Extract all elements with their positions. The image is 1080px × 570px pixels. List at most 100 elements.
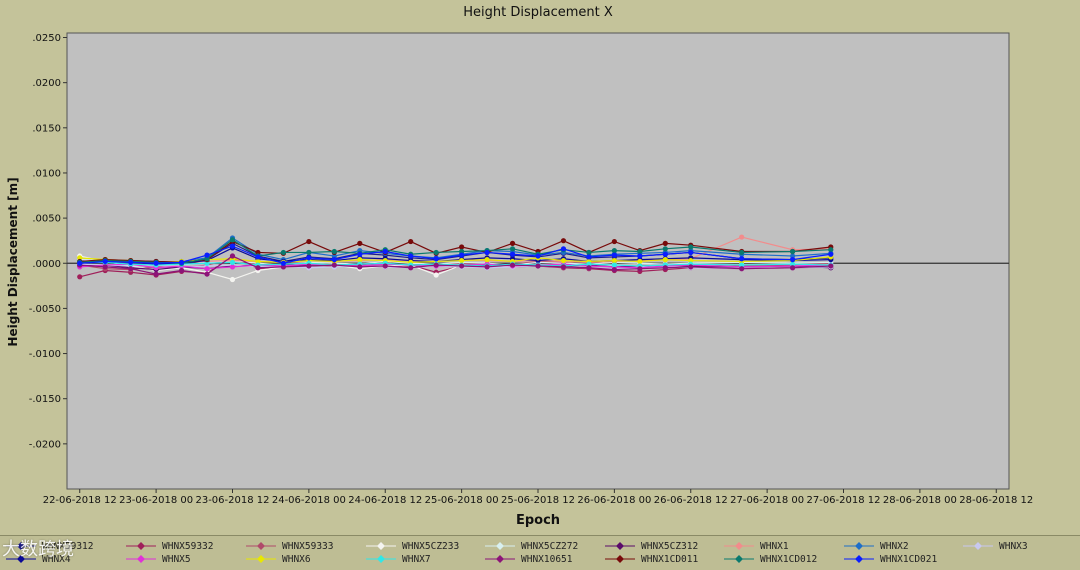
legend-swatch bbox=[605, 555, 635, 563]
data-point bbox=[828, 263, 834, 269]
data-point bbox=[611, 257, 617, 264]
x-axis-ticks: 22-06-2018 12 23-06-2018 00 23-06-2018 12 2… bbox=[43, 489, 1033, 506]
y-tick-label: .0250 bbox=[32, 33, 61, 44]
data-point bbox=[509, 262, 516, 268]
data-point bbox=[586, 254, 592, 260]
data-point bbox=[739, 266, 745, 272]
legend-swatch bbox=[6, 542, 36, 550]
data-point bbox=[255, 265, 261, 271]
data-point bbox=[433, 272, 439, 278]
legend-label: WHNX4 bbox=[42, 553, 71, 565]
data-point bbox=[204, 252, 210, 258]
legend-item: WHNX7 bbox=[366, 552, 431, 566]
legend-label: WHNX5 bbox=[162, 553, 191, 565]
data-point bbox=[586, 265, 592, 271]
series-line bbox=[79, 260, 831, 267]
legend-swatch bbox=[605, 542, 635, 550]
data-point bbox=[484, 257, 490, 263]
data-point bbox=[433, 262, 439, 268]
y-tick-label: -.0150 bbox=[29, 394, 61, 405]
legend-item: WHNX5CZ233 bbox=[366, 539, 459, 553]
data-point bbox=[828, 247, 834, 253]
data-point bbox=[408, 238, 414, 245]
legend-label: WHNX1CD021 bbox=[880, 553, 938, 565]
data-point bbox=[611, 248, 617, 254]
series-line bbox=[79, 247, 831, 265]
data-point bbox=[229, 253, 236, 259]
x-tick-label: 25-06-2018 00 bbox=[425, 495, 499, 506]
legend-swatch bbox=[724, 542, 754, 550]
data-point bbox=[102, 264, 108, 270]
legend-item: WHNX5CZ272 bbox=[485, 539, 578, 553]
legend-label: WHNX5CZ233 bbox=[402, 540, 460, 552]
legend-swatch bbox=[246, 542, 276, 550]
data-point bbox=[662, 240, 668, 246]
data-point bbox=[637, 248, 643, 255]
series-whnx1cd021 bbox=[77, 243, 834, 266]
legend-label: WHNX5CZ272 bbox=[521, 540, 579, 552]
data-point bbox=[535, 253, 541, 259]
data-point bbox=[662, 246, 668, 252]
data-point bbox=[204, 266, 210, 272]
data-point bbox=[611, 238, 617, 245]
legend-label: WHNX1CD011 bbox=[641, 553, 699, 565]
x-tick-label: 24-06-2018 00 bbox=[272, 495, 346, 506]
data-point bbox=[229, 276, 236, 283]
data-point bbox=[357, 251, 363, 257]
data-point bbox=[560, 246, 567, 252]
data-point bbox=[688, 264, 694, 270]
data-point bbox=[789, 261, 796, 267]
legend-swatch bbox=[126, 542, 156, 550]
legend-item: WHNX1 bbox=[724, 539, 789, 553]
x-tick-label: 23-06-2018 12 bbox=[195, 495, 269, 506]
legend-item: WHNX59312 bbox=[6, 539, 93, 553]
legend-swatch bbox=[724, 555, 754, 563]
data-point bbox=[204, 256, 210, 262]
y-tick-label: .0150 bbox=[32, 123, 61, 134]
y-tick-label: .0200 bbox=[32, 78, 61, 89]
x-tick-label: 25-06-2018 12 bbox=[501, 495, 575, 506]
chart-title: Height Displacement X bbox=[463, 5, 613, 20]
data-point bbox=[306, 249, 312, 256]
x-tick-label: 26-06-2018 12 bbox=[654, 495, 728, 506]
data-point bbox=[637, 253, 643, 259]
data-point bbox=[789, 265, 796, 271]
data-point bbox=[153, 260, 159, 266]
legend-label: WHNX3 bbox=[999, 540, 1028, 552]
y-tick-label: -.0200 bbox=[29, 439, 61, 450]
x-tick-label: 26-06-2018 00 bbox=[577, 495, 651, 506]
data-point bbox=[229, 243, 236, 249]
data-point bbox=[382, 248, 388, 255]
legend-label: WHNX10651 bbox=[521, 553, 573, 565]
data-point bbox=[255, 249, 261, 256]
data-point bbox=[662, 251, 668, 257]
data-point bbox=[306, 255, 312, 261]
x-axis-label: Epoch bbox=[516, 513, 560, 528]
data-point bbox=[102, 258, 108, 265]
legend-item: WHNX59333 bbox=[246, 539, 333, 553]
data-point bbox=[484, 249, 490, 256]
legend-item: WHNX59332 bbox=[126, 539, 213, 553]
data-point bbox=[586, 249, 592, 256]
legend-swatch bbox=[485, 555, 515, 563]
legend-swatch bbox=[963, 542, 993, 550]
data-point bbox=[77, 255, 83, 261]
data-point bbox=[306, 263, 312, 269]
data-point bbox=[637, 258, 643, 265]
legend-swatch bbox=[366, 555, 396, 563]
legend-label: WHNX59333 bbox=[282, 540, 334, 552]
legend-item: WHNX1CD011 bbox=[605, 552, 698, 566]
data-point bbox=[739, 234, 745, 240]
legend-swatch bbox=[844, 555, 874, 563]
y-tick-label: -.0050 bbox=[29, 304, 61, 315]
data-point bbox=[280, 260, 287, 266]
legend-swatch bbox=[844, 542, 874, 550]
data-point bbox=[408, 253, 414, 259]
data-point bbox=[560, 264, 567, 270]
series-line bbox=[79, 263, 831, 270]
data-point bbox=[357, 257, 363, 263]
series-line bbox=[79, 255, 831, 275]
data-point bbox=[255, 254, 261, 260]
data-point bbox=[637, 266, 643, 272]
legend-item: WHNX3 bbox=[963, 539, 1028, 553]
